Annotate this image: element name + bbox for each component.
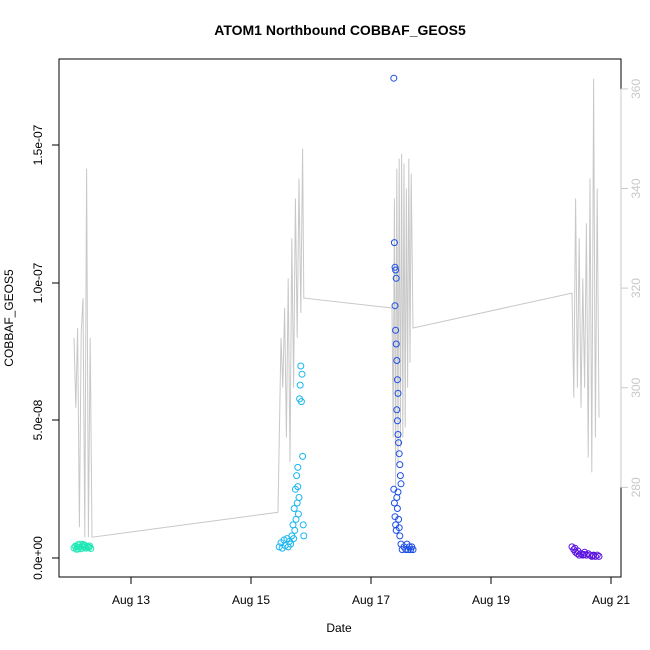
y-tick-label: 1.5e-07: [31, 124, 45, 165]
data-point: [580, 551, 588, 558]
secondary-line-layer: [73, 78, 600, 538]
data-point: [287, 540, 295, 548]
data-point: [295, 494, 303, 501]
data-point: [391, 263, 399, 271]
data-point: [290, 505, 298, 512]
data-point: [290, 535, 298, 543]
data-point: [393, 417, 401, 425]
data-point: [397, 480, 405, 488]
data-point: [390, 239, 398, 247]
data-point: [391, 302, 399, 310]
data-point: [396, 461, 404, 469]
data-point: [575, 551, 583, 559]
y2-tick-label: 280: [629, 477, 643, 497]
y-tick-label: 0.0e+00: [31, 536, 45, 580]
data-point: [300, 532, 308, 540]
data-point: [393, 357, 401, 364]
y-axis-title: COBBAF_GEOS5: [2, 269, 16, 367]
data-point: [393, 406, 401, 414]
y2-tick-label: 360: [629, 79, 643, 99]
data-point: [79, 540, 87, 548]
data-point: [574, 547, 582, 555]
data-point: [589, 552, 597, 560]
data-point: [395, 439, 403, 447]
data-point: [396, 472, 404, 480]
data-point: [294, 463, 302, 471]
data-point: [392, 326, 400, 334]
data-point: [299, 521, 307, 529]
y-tick-label: 1.0e-07: [31, 262, 45, 303]
plot-frame: [58, 58, 622, 578]
data-point: [390, 74, 398, 82]
data-point: [392, 340, 400, 348]
data-point: [595, 552, 603, 560]
secondary-line: [73, 78, 600, 538]
data-point: [393, 376, 401, 384]
data-point: [396, 532, 404, 540]
x-tick-label: Aug 17: [352, 593, 390, 607]
data-point: [395, 450, 403, 458]
y2-tick-label: 320: [629, 278, 643, 298]
data-point: [298, 370, 306, 378]
data-point: [394, 431, 402, 438]
points-layer: [70, 74, 603, 560]
data-point: [393, 505, 401, 512]
data-point: [87, 545, 95, 552]
y2-tick-label: 300: [629, 377, 643, 397]
data-point: [392, 274, 400, 282]
y2-tick-label: 340: [629, 178, 643, 198]
data-point: [392, 266, 400, 274]
y-axis: 0.0e+00 5.0e-08 1.0e-07 1.5e-07 COBBAF_G…: [2, 124, 60, 580]
y-tick-label: 5.0e-08: [31, 399, 45, 440]
data-point: [74, 545, 82, 553]
x-axis: Aug 13 Aug 15 Aug 17 Aug 19 Aug 21 Date: [112, 576, 630, 635]
data-point: [593, 551, 601, 559]
data-point: [80, 542, 88, 549]
data-point: [291, 526, 299, 534]
data-point: [409, 546, 417, 554]
data-point: [297, 398, 305, 406]
x-tick-label: Aug 15: [232, 593, 270, 607]
data-point: [394, 488, 402, 496]
data-point: [395, 515, 403, 523]
data-point: [395, 524, 403, 532]
data-point: [294, 510, 302, 518]
data-point: [293, 472, 301, 480]
data-point: [297, 362, 305, 370]
right-axis: 280 300 320 340 360: [620, 79, 643, 497]
data-point: [294, 483, 302, 491]
data-point: [299, 452, 307, 460]
x-tick-label: Aug 19: [472, 593, 510, 607]
x-tick-label: Aug 21: [592, 593, 630, 607]
data-point: [85, 543, 93, 551]
x-axis-title: Date: [326, 621, 352, 635]
chart-title: ATOM1 Northbound COBBAF_GEOS5: [214, 22, 466, 38]
data-point: [393, 494, 401, 501]
data-point: [296, 381, 304, 389]
data-point: [394, 389, 402, 397]
x-tick-label: Aug 13: [112, 593, 150, 607]
